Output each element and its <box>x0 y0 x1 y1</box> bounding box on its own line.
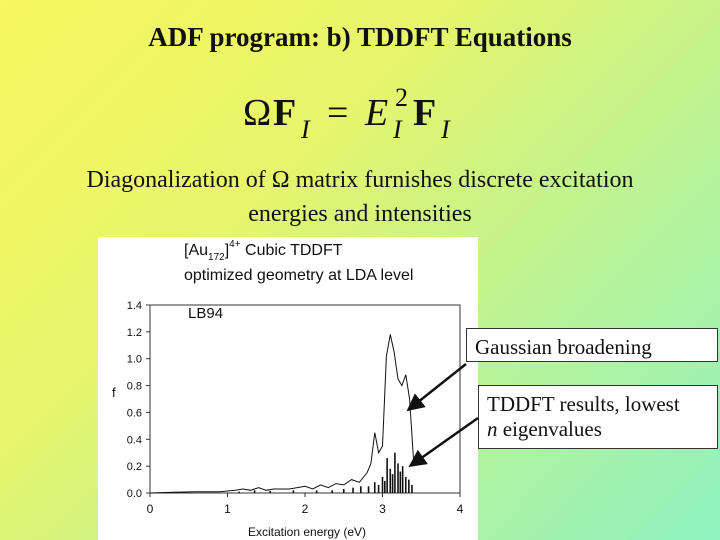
x-axis-label: Excitation energy (eV) <box>248 525 366 539</box>
gaussian-arrow <box>406 363 467 412</box>
x-tick-label: 3 <box>379 502 386 516</box>
spectrum-plot: [Au172]4+ Cubic TDDFT optimized geometry… <box>98 237 478 540</box>
f-right-subscript: I <box>441 115 450 144</box>
x-tick-label: 2 <box>302 502 309 516</box>
y-axis-label: f <box>112 385 116 400</box>
broadened-spectrum-line <box>149 334 414 494</box>
equals-sign: = <box>327 92 349 134</box>
chart-title-line-2: optimized geometry at LDA level <box>184 267 413 284</box>
y-tick-label: 0.2 <box>127 461 142 473</box>
description-line-1: Diagonalization of Ω matrix furnishes di… <box>86 167 634 193</box>
tddft-results-callout: TDDFT results, lowest n eigenvalues <box>478 385 718 449</box>
y-tick-label: 0.8 <box>127 381 142 393</box>
e-symbol: E <box>365 92 389 134</box>
y-tick-label: 0.6 <box>127 407 142 419</box>
y-tick-label: 0.0 <box>127 488 142 500</box>
tddft-callout-line-2: n eigenvalues <box>487 417 717 442</box>
chart-title-line-1: [Au172]4+ Cubic TDDFT <box>184 239 343 263</box>
e-superscript: 2 <box>395 83 408 112</box>
tddft-callout-rest: eigenvalues <box>497 417 602 441</box>
tddft-callout-line-1: TDDFT results, lowest <box>487 392 680 416</box>
y-tick-label: 1.4 <box>127 300 142 312</box>
x-tick-label: 0 <box>147 502 154 516</box>
ticks-layer: 0 1 2 3 4 0.0 0.2 0.4 0.6 0.8 1.0 1.2 1.4 <box>127 300 464 516</box>
data-layer <box>149 334 414 494</box>
tddft-equation: Ω F I = E 2 I F I <box>243 83 483 145</box>
e-subscript: I <box>393 115 402 144</box>
x-tick-label: 4 <box>457 502 464 516</box>
spectrum-chart-svg: [Au172]4+ Cubic TDDFT optimized geometry… <box>112 239 464 539</box>
slide-title: ADF program: b) TDDFT Equations <box>148 22 572 52</box>
y-tick-label: 1.0 <box>127 354 142 366</box>
f-left-subscript: I <box>301 115 310 144</box>
gaussian-broadening-callout: Gaussian broadening <box>466 328 718 362</box>
chart-annotation: LB94 <box>188 305 223 322</box>
tddft-callout-n: n <box>487 417 498 441</box>
f-left: F <box>273 92 297 134</box>
tddft-arrow <box>408 416 479 468</box>
description: Diagonalization of Ω matrix furnishes di… <box>0 163 720 231</box>
y-tick-label: 1.2 <box>127 327 142 339</box>
y-tick-label: 0.4 <box>127 434 142 446</box>
omega-symbol: Ω <box>243 92 272 134</box>
f-right: F <box>413 92 437 134</box>
x-tick-label: 1 <box>224 502 231 516</box>
description-line-2: energies and intensities <box>248 201 472 227</box>
